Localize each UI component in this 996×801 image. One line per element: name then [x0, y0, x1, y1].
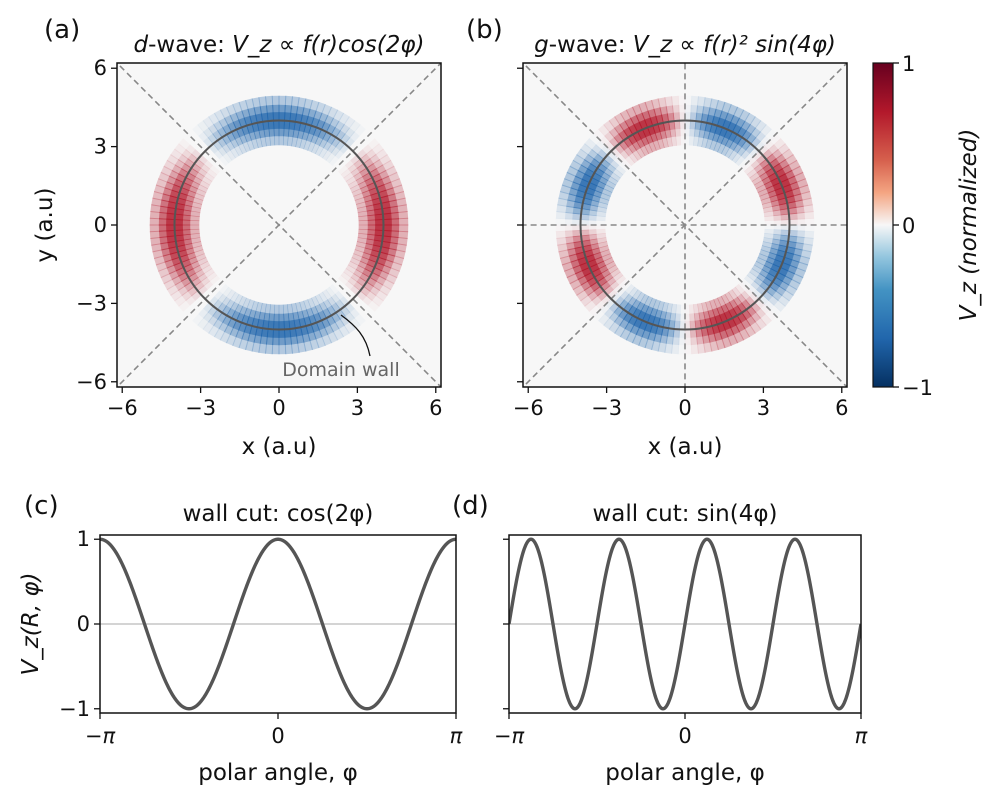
- panel-b-ticks: −6 −3 0 3 6: [513, 67, 848, 420]
- x-tick-label: −6: [107, 396, 138, 420]
- x-tick-label: 0: [678, 396, 691, 420]
- y-tick-label: 1: [77, 527, 90, 551]
- panel-b-guide-lines: [523, 63, 847, 387]
- y-tick-label: 0: [94, 213, 107, 237]
- x-tick-label: π: [450, 724, 463, 748]
- panel-b-title-prefix: g: [534, 32, 549, 58]
- panel-a-domain-wall-ring: [173, 119, 385, 331]
- panel-d-xlabel: polar angle, φ: [605, 760, 765, 786]
- x-tick-label: 3: [757, 396, 770, 420]
- panel-a-ticks: −6 −3 0 3 6 −6 −3 0 3 6: [76, 56, 442, 420]
- y-tick-label: 3: [94, 135, 107, 159]
- y-tick-label: −6: [76, 370, 107, 394]
- x-tick-label: −3: [591, 396, 622, 420]
- panel-d-title: wall cut: sin(4φ): [593, 501, 778, 527]
- series-line: [100, 537, 456, 711]
- x-tick-label: 0: [272, 396, 285, 420]
- colorbar-label: V_z (normalized): [956, 129, 982, 322]
- panel-b-title: g-wave: V_z ∝ f(r)² sin(4φ): [534, 32, 836, 58]
- panel-b-title-main: -wave:: [549, 32, 633, 58]
- panel-a-title-formula: V_z ∝ f(r)cos(2φ): [232, 32, 424, 58]
- panel-c-xlabel: polar angle, φ: [198, 760, 358, 786]
- colorbar-tick-label-mid: 0: [902, 214, 915, 238]
- panel-b-xlabel: x (a.u): [648, 434, 723, 460]
- x-tick-label: −6: [513, 396, 544, 420]
- colorbar-label-text: V_z (normalized): [956, 129, 982, 322]
- x-tick-label: 0: [271, 724, 284, 748]
- panel-a-title-prefix: d: [134, 32, 149, 58]
- x-tick-label: −π: [85, 724, 116, 748]
- y-tick-label: −3: [76, 291, 107, 315]
- domain-wall-pointer: [340, 314, 371, 357]
- panel-a-xlabel: x (a.u): [242, 434, 317, 460]
- x-tick-label: π: [855, 724, 868, 748]
- x-tick-label: −π: [494, 724, 525, 748]
- x-tick-label: 3: [351, 396, 364, 420]
- colorbar-tick-label-top: 1: [902, 52, 915, 76]
- panel-c-title: wall cut: cos(2φ): [183, 501, 374, 527]
- panel-c-letter: (c): [24, 491, 59, 521]
- domain-wall-label: Domain wall: [282, 359, 400, 381]
- guide-line: [117, 63, 441, 387]
- colorbar-tick-label-bottom: −1: [902, 376, 933, 400]
- panel-a-title-main: -wave:: [148, 32, 232, 58]
- colorbar-gradient: [872, 62, 894, 388]
- panel-d-letter: (d): [452, 491, 489, 521]
- colorbar: 1 0 −1 V_z (normalized): [872, 52, 982, 400]
- y-tick-label: 0: [77, 612, 90, 636]
- panel-c-plot: [100, 537, 456, 711]
- panel-b: (b) g-wave: V_z ∝ f(r)² sin(4φ) −6 −3 0 3 6 …: [466, 15, 848, 460]
- panel-c-ylabel: V_z(R, φ): [18, 572, 44, 675]
- panel-a-ylabel: y (a.u): [32, 188, 58, 263]
- panel-d: (d) wall cut: sin(4φ) −π 0 π polar angle, …: [452, 491, 868, 786]
- panel-b-title-formula: V_z ∝ f(r)² sin(4φ): [633, 32, 836, 58]
- panel-a-letter: (a): [44, 15, 80, 45]
- series-line: [509, 537, 861, 711]
- y-tick-label: 6: [94, 56, 107, 80]
- x-tick-label: 6: [429, 396, 442, 420]
- panel-a: (a) d-wave: V_z ∝ f(r)cos(2φ) Domain wal…: [32, 15, 442, 460]
- panel-d-ticks: −π 0 π: [494, 538, 868, 748]
- x-tick-label: −3: [185, 396, 216, 420]
- panel-c-ticks: −π 0 π 1 0 −1: [59, 527, 463, 748]
- panel-d-plot: [509, 537, 861, 711]
- panel-c: (c) wall cut: cos(2φ) −π 0 π 1 0 −1 polar ang…: [18, 491, 463, 786]
- panel-b-domain-wall-ring: [579, 119, 791, 331]
- y-tick-label: −1: [59, 697, 90, 721]
- x-tick-label: 6: [835, 396, 848, 420]
- panel-b-letter: (b): [466, 15, 503, 45]
- x-tick-label: 0: [678, 724, 691, 748]
- panel-a-guide-lines: [117, 63, 441, 387]
- panel-a-title: d-wave: V_z ∝ f(r)cos(2φ): [134, 32, 425, 58]
